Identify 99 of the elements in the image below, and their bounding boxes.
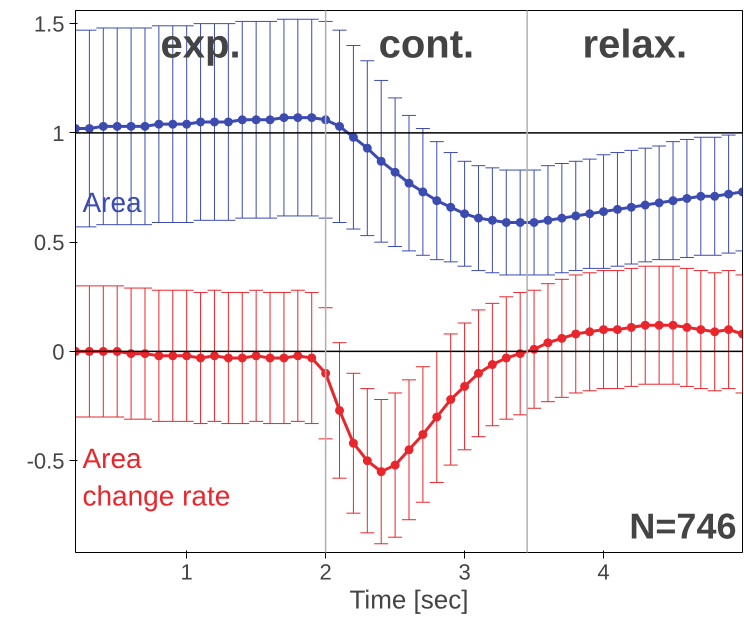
point <box>516 218 525 227</box>
point <box>307 113 316 122</box>
point <box>404 445 414 454</box>
point <box>530 218 539 227</box>
point <box>182 351 192 360</box>
point <box>502 354 511 362</box>
point <box>488 360 497 370</box>
point <box>376 467 386 476</box>
point <box>266 115 275 124</box>
point <box>418 430 428 439</box>
point <box>154 120 164 129</box>
point <box>543 216 552 225</box>
point <box>224 354 233 362</box>
point <box>390 460 400 470</box>
point <box>682 194 692 203</box>
point <box>168 120 178 129</box>
point <box>446 395 456 404</box>
point <box>252 351 261 360</box>
y-tick-label: -0.5 <box>26 448 65 474</box>
point <box>460 209 470 218</box>
point <box>640 320 650 330</box>
point <box>668 196 678 206</box>
point <box>390 168 400 177</box>
point <box>348 132 358 142</box>
point <box>238 115 247 124</box>
y-tick-label: 0 <box>52 339 65 364</box>
point <box>696 325 706 334</box>
point <box>696 192 706 201</box>
point <box>279 354 288 362</box>
point <box>585 327 594 336</box>
x-tick-label: 4 <box>597 560 610 584</box>
point <box>432 196 442 206</box>
point <box>279 113 288 122</box>
point <box>348 438 358 448</box>
point <box>266 354 275 362</box>
point <box>654 198 664 208</box>
point <box>571 329 580 338</box>
point <box>474 368 483 378</box>
point <box>224 117 233 126</box>
point <box>724 325 734 334</box>
annotation: cont. <box>378 22 474 66</box>
point <box>626 202 636 212</box>
point <box>502 218 511 227</box>
point <box>210 351 219 360</box>
point <box>571 211 580 220</box>
point <box>404 178 414 188</box>
point <box>293 113 302 122</box>
point <box>724 190 734 199</box>
point <box>252 115 261 124</box>
point <box>168 351 178 360</box>
point <box>557 334 566 343</box>
point <box>612 325 622 334</box>
point <box>710 327 720 336</box>
point <box>654 320 664 330</box>
point <box>112 122 122 131</box>
point <box>557 214 566 223</box>
point <box>154 351 164 360</box>
point <box>460 382 470 391</box>
x-tick-label: 1 <box>180 560 193 584</box>
x-tick-label: 3 <box>458 560 471 584</box>
point <box>474 214 483 223</box>
x-tick-label: 2 <box>320 560 332 584</box>
point <box>140 122 150 131</box>
point <box>362 144 372 153</box>
point <box>626 322 636 332</box>
point <box>585 209 594 218</box>
point <box>488 216 497 225</box>
point <box>196 354 206 362</box>
point <box>293 351 302 360</box>
point <box>543 338 552 348</box>
point <box>238 354 247 362</box>
point <box>599 325 608 334</box>
point <box>84 124 94 134</box>
point <box>98 122 108 131</box>
point <box>126 122 136 131</box>
point <box>612 204 622 214</box>
annotation: N=746 <box>629 506 737 546</box>
point <box>668 320 678 330</box>
point <box>682 322 692 332</box>
point <box>335 406 344 415</box>
point <box>335 122 344 131</box>
point <box>307 354 316 362</box>
y-tick-label: 1 <box>52 120 65 146</box>
point <box>196 117 206 126</box>
point <box>182 120 192 129</box>
y-tick-label: 1.5 <box>34 12 65 37</box>
y-tick-label: 0.5 <box>34 230 65 256</box>
point <box>432 412 442 422</box>
point <box>210 117 219 126</box>
x-axis-title: Time [sec] <box>350 584 468 614</box>
point <box>376 156 386 166</box>
annotation: relax. <box>582 22 688 66</box>
point <box>446 202 456 212</box>
point <box>710 192 720 201</box>
text: Area change rate <box>82 443 230 512</box>
point <box>362 456 372 466</box>
point <box>640 200 650 210</box>
point <box>418 187 428 196</box>
point <box>599 207 608 216</box>
